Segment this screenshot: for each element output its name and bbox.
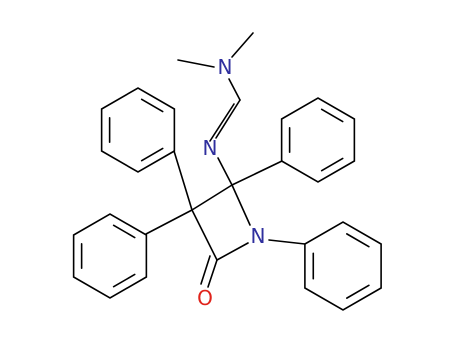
ring-bond [112,273,136,288]
bond [177,59,215,68]
bond [191,209,218,261]
bond [217,157,233,186]
bond [209,103,235,142]
atom-label: N [218,55,233,79]
atom-label: N [251,224,266,248]
ring-bond [140,98,164,113]
bond [191,184,233,211]
bond [231,32,254,58]
ring-bond [304,221,382,311]
bond [228,78,241,101]
ring-bond [72,213,148,299]
ring-bond [140,147,164,162]
atom-label: O [197,286,213,310]
bond [173,150,193,211]
ring-bond [320,108,344,123]
bond [207,259,218,288]
bond [145,209,193,235]
atom-label: N [203,136,218,160]
ring-bond [112,224,136,239]
bond [200,255,211,285]
bond [215,99,241,139]
bond [231,184,251,226]
ring-bond [280,97,356,183]
bonds [72,32,382,311]
bond [231,160,283,186]
ring-bond [100,87,176,173]
ring-bond [346,233,370,248]
ring-bond [320,157,344,172]
bond [216,242,249,261]
bond [268,239,306,245]
ring-bond [346,284,370,299]
